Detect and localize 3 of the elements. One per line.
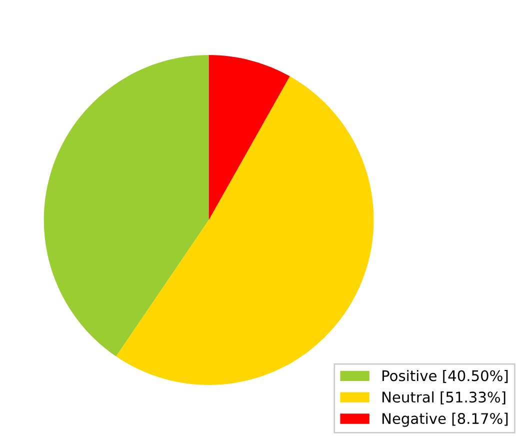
legend-label: Neutral [51.33%] <box>382 391 506 404</box>
legend-label: Negative [8.17%] <box>382 412 508 427</box>
legend-label: Positive [40.50%] <box>382 370 508 383</box>
